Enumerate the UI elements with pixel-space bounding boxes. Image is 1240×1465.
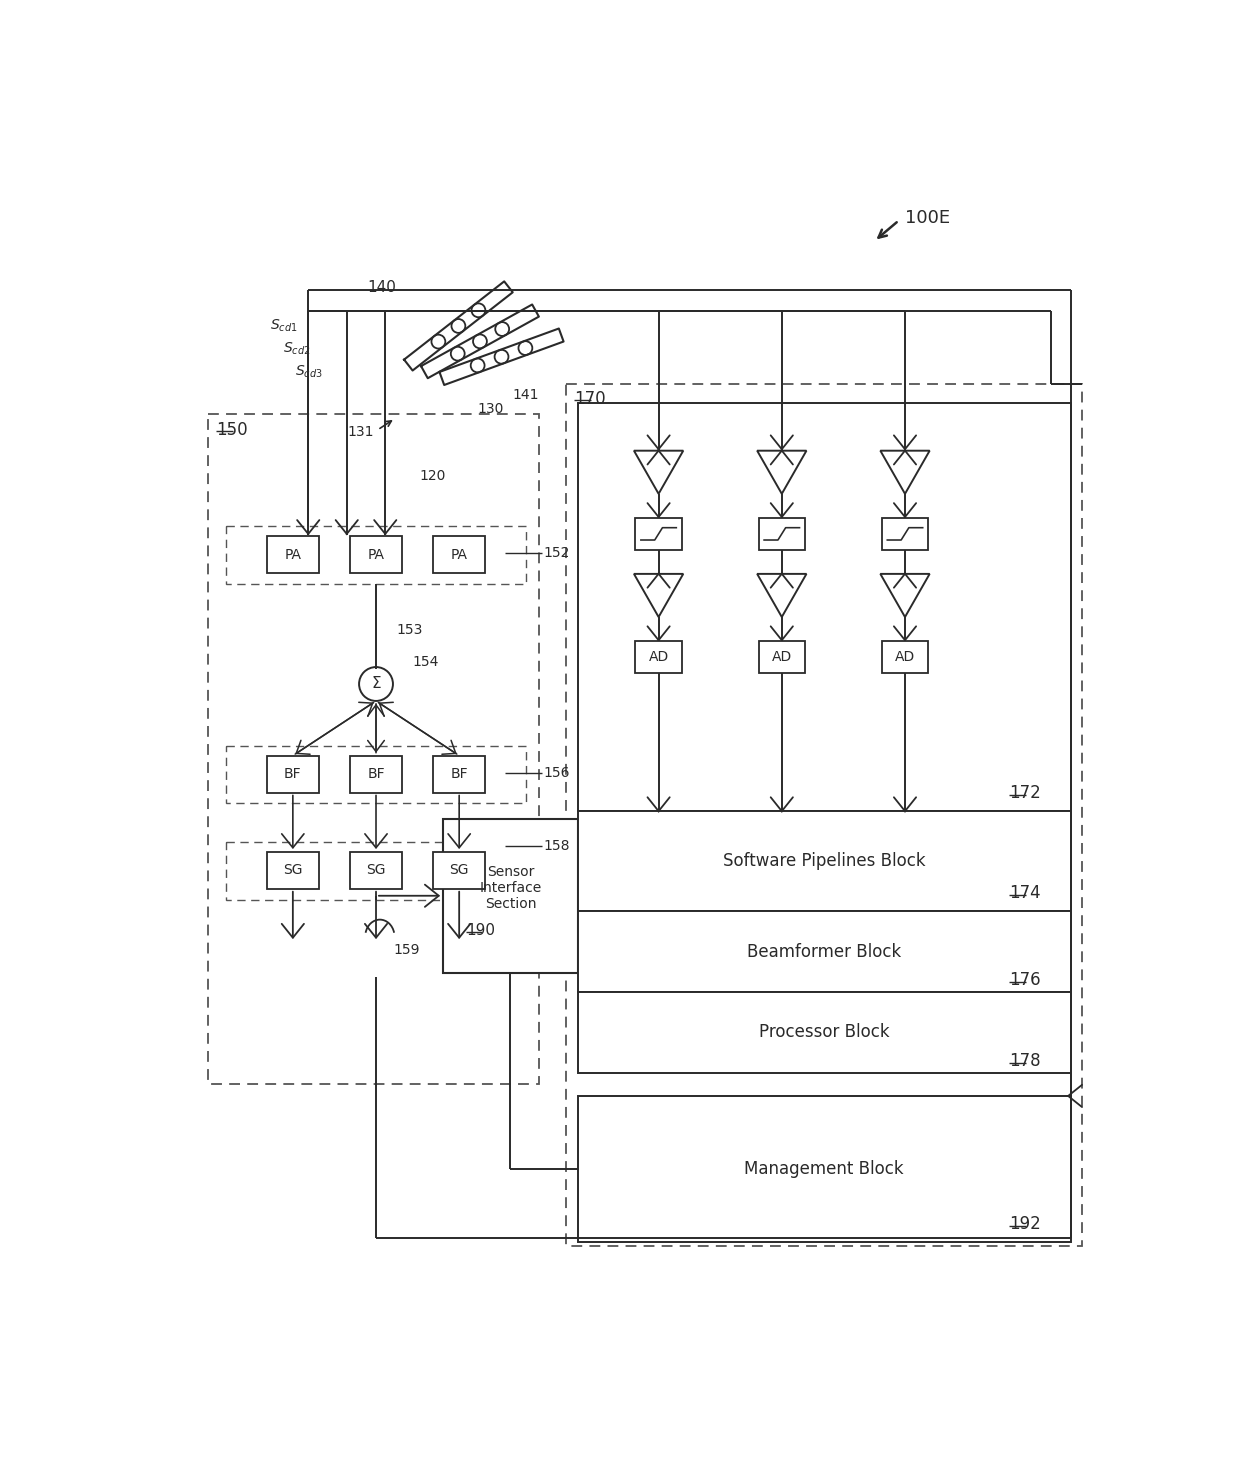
Bar	[226, 842, 526, 900]
Text: 153: 153	[397, 623, 423, 637]
Text: 176: 176	[1009, 971, 1040, 989]
Bar	[350, 536, 402, 573]
Text: PA: PA	[450, 548, 467, 561]
Text: BF: BF	[367, 768, 384, 781]
Bar	[267, 756, 319, 793]
Text: PA: PA	[284, 548, 301, 561]
Text: 140: 140	[367, 280, 396, 294]
Text: SG: SG	[449, 863, 469, 878]
Bar	[882, 517, 928, 549]
Bar	[882, 640, 928, 674]
Bar	[208, 415, 539, 1084]
Text: 170: 170	[574, 390, 605, 407]
Text: 174: 174	[1009, 885, 1040, 902]
Bar	[635, 517, 682, 549]
Bar	[226, 746, 526, 803]
Bar	[350, 851, 402, 889]
Bar	[759, 517, 805, 549]
Text: PA: PA	[367, 548, 384, 561]
Bar	[759, 640, 805, 674]
Text: Sensor
Interface
Section: Sensor Interface Section	[479, 864, 542, 911]
Text: 154: 154	[412, 655, 439, 670]
Bar	[267, 536, 319, 573]
Text: SG: SG	[283, 863, 303, 878]
Text: $S_{cd3}$: $S_{cd3}$	[295, 363, 322, 381]
Text: BF: BF	[284, 768, 301, 781]
Text: AD: AD	[895, 650, 915, 664]
Text: Σ: Σ	[371, 677, 381, 691]
Text: 158: 158	[543, 838, 569, 853]
Bar	[578, 812, 1070, 911]
Text: $S_{cd2}$: $S_{cd2}$	[283, 341, 310, 357]
Bar	[578, 403, 1070, 812]
Text: 130: 130	[477, 401, 503, 416]
Text: AD: AD	[649, 650, 668, 664]
Text: BF: BF	[450, 768, 467, 781]
Text: 141: 141	[512, 388, 539, 403]
Text: 190: 190	[466, 923, 495, 938]
Bar	[578, 911, 1070, 992]
Text: 178: 178	[1009, 1052, 1040, 1069]
Bar	[350, 756, 402, 793]
Bar	[443, 819, 578, 973]
Text: 150: 150	[216, 420, 248, 438]
Bar	[226, 526, 526, 585]
Bar	[267, 851, 319, 889]
Bar	[578, 992, 1070, 1072]
Text: 159: 159	[393, 942, 419, 957]
Text: AD: AD	[771, 650, 792, 664]
Text: Beamformer Block: Beamformer Block	[746, 942, 901, 961]
Text: 172: 172	[1009, 784, 1040, 803]
Text: 131: 131	[347, 425, 373, 440]
Bar	[433, 851, 485, 889]
Bar	[433, 756, 485, 793]
Text: $S_{cd1}$: $S_{cd1}$	[270, 318, 298, 334]
Text: Software Pipelines Block: Software Pipelines Block	[723, 853, 925, 870]
Bar	[433, 536, 485, 573]
Text: 156: 156	[543, 766, 569, 779]
Text: 192: 192	[1009, 1216, 1040, 1234]
Text: 120: 120	[420, 469, 446, 483]
Text: 100E: 100E	[905, 209, 950, 227]
Bar	[567, 384, 1083, 1247]
Text: 152: 152	[543, 546, 569, 560]
Text: Processor Block: Processor Block	[759, 1024, 889, 1042]
Text: Management Block: Management Block	[744, 1160, 904, 1178]
Text: SG: SG	[366, 863, 386, 878]
Bar	[635, 640, 682, 674]
Bar	[578, 1096, 1070, 1242]
